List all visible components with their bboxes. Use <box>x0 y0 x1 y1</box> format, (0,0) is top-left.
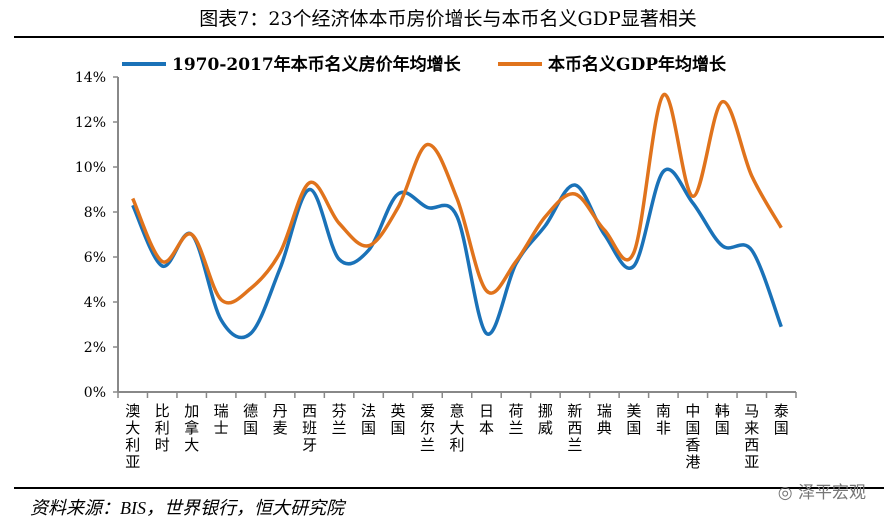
x-tick-label: 瑞典 <box>597 402 612 437</box>
x-tick-label: 意大利 <box>449 402 464 454</box>
x-tick-label: 南非 <box>656 402 671 437</box>
x-tick-label: 泰国 <box>774 402 789 437</box>
x-tick-label: 瑞士 <box>214 402 229 437</box>
x-tick-label: 日本 <box>479 402 494 437</box>
y-tick-label: 8% <box>84 205 106 221</box>
x-tick-label: 中国香港 <box>685 402 700 471</box>
source-note: 资料来源：BIS，世界银行，恒大研究院 <box>30 498 344 518</box>
x-tick-label: 芬兰 <box>332 402 347 437</box>
x-tick-label: 新西兰 <box>567 402 582 454</box>
x-tick-label: 丹麦 <box>273 402 288 437</box>
y-tick-label: 12% <box>75 115 106 131</box>
x-tick-label: 马来西亚 <box>744 402 759 471</box>
x-tick-label: 加拿大 <box>184 402 199 454</box>
legend-label: 1970-2017年本币名义房价年均增长 <box>172 54 462 75</box>
top-rule <box>14 36 884 38</box>
line-chart: 0% 2% 4% 6% 8% 10% 12% 14% 澳大利亚比利时加拿大瑞士德国丹麦西班牙芬兰… <box>75 54 797 471</box>
x-tick-label: 澳大利亚 <box>125 402 140 471</box>
series-line-1 <box>131 93 783 305</box>
y-tick-label: 14% <box>75 70 106 86</box>
x-tick-label: 德国 <box>243 402 258 437</box>
bottom-rule <box>14 487 884 489</box>
x-tick-label: 爱尔兰 <box>420 402 435 454</box>
x-tick-label: 韩国 <box>715 402 730 437</box>
x-tick-label: 英国 <box>391 402 406 437</box>
y-tick-label: 0% <box>84 385 106 401</box>
watermark: ◎ 泽平宏观 <box>778 478 866 503</box>
wechat-icon: ◎ <box>777 483 798 503</box>
x-tick-label: 荷兰 <box>508 402 523 437</box>
y-tick-label: 6% <box>84 250 106 266</box>
y-tick-label: 2% <box>84 340 106 356</box>
chart-title: 图表7：23个经济体本币房价增长与本币名义GDP显著相关 <box>199 8 697 30</box>
legend-label: 本币名义GDP年均增长 <box>548 54 727 75</box>
x-tick-label: 西班牙 <box>302 402 317 454</box>
x-tick-label: 法国 <box>361 402 376 437</box>
x-tick-label: 比利时 <box>155 402 170 454</box>
x-tick-label: 挪威 <box>538 402 553 437</box>
y-tick-label: 4% <box>84 295 106 311</box>
x-tick-label: 美国 <box>626 402 641 437</box>
y-tick-label: 10% <box>75 160 106 176</box>
watermark-text: 泽平宏观 <box>798 483 866 503</box>
